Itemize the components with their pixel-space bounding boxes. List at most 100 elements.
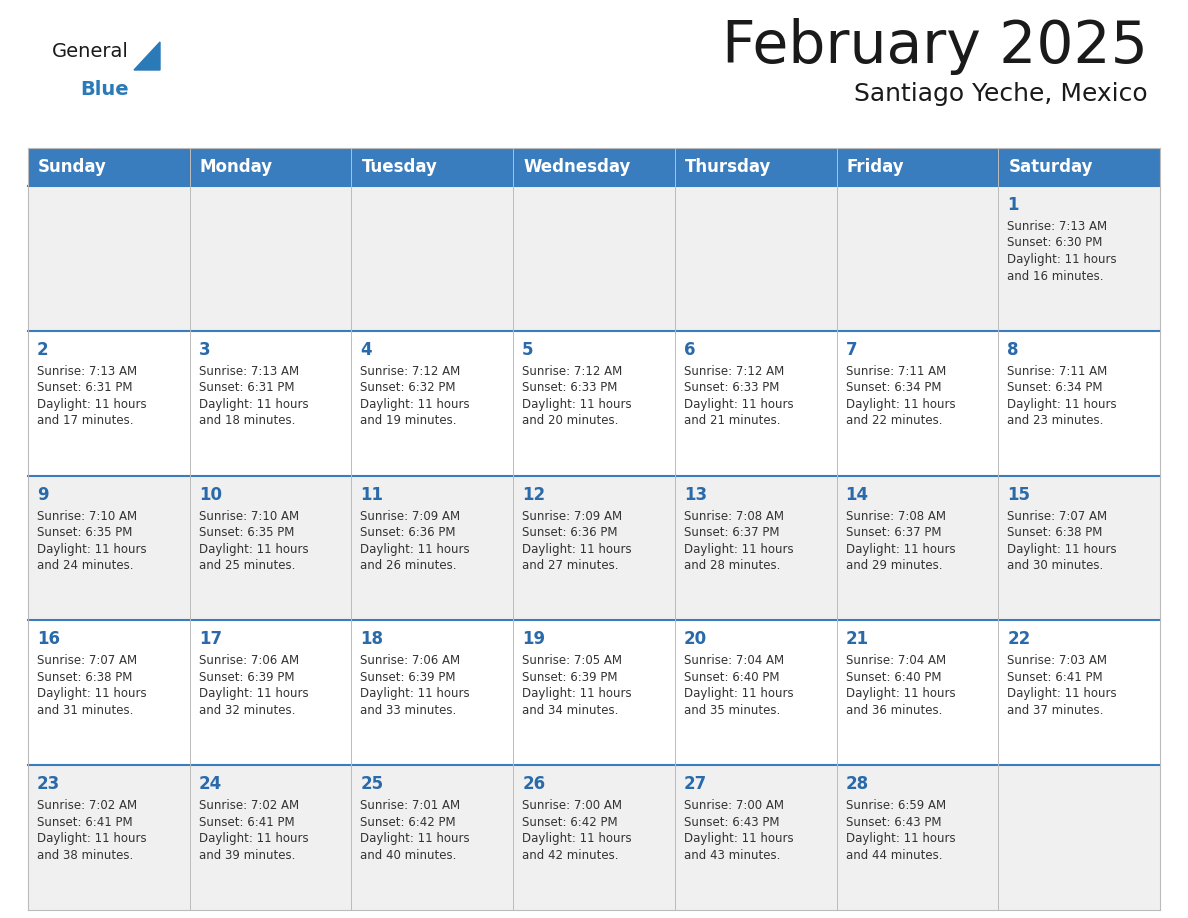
Text: Sunrise: 7:08 AM: Sunrise: 7:08 AM — [846, 509, 946, 522]
Text: Daylight: 11 hours: Daylight: 11 hours — [523, 543, 632, 555]
Text: and 42 minutes.: and 42 minutes. — [523, 849, 619, 862]
Text: Sunrise: 7:06 AM: Sunrise: 7:06 AM — [360, 655, 461, 667]
Text: and 24 minutes.: and 24 minutes. — [37, 559, 133, 572]
Text: and 21 minutes.: and 21 minutes. — [684, 414, 781, 427]
Text: Daylight: 11 hours: Daylight: 11 hours — [684, 397, 794, 410]
Text: Daylight: 11 hours: Daylight: 11 hours — [198, 688, 309, 700]
Text: 20: 20 — [684, 631, 707, 648]
Text: Daylight: 11 hours: Daylight: 11 hours — [523, 833, 632, 845]
Text: 5: 5 — [523, 341, 533, 359]
Text: Daylight: 11 hours: Daylight: 11 hours — [37, 833, 146, 845]
Text: and 20 minutes.: and 20 minutes. — [523, 414, 619, 427]
Text: and 40 minutes.: and 40 minutes. — [360, 849, 457, 862]
Text: and 23 minutes.: and 23 minutes. — [1007, 414, 1104, 427]
Text: Sunrise: 7:01 AM: Sunrise: 7:01 AM — [360, 800, 461, 812]
Text: Sunrise: 7:12 AM: Sunrise: 7:12 AM — [523, 364, 623, 378]
Text: Sunrise: 7:00 AM: Sunrise: 7:00 AM — [684, 800, 784, 812]
Text: 4: 4 — [360, 341, 372, 359]
Text: and 16 minutes.: and 16 minutes. — [1007, 270, 1104, 283]
Text: Sunset: 6:42 PM: Sunset: 6:42 PM — [360, 816, 456, 829]
Text: Daylight: 11 hours: Daylight: 11 hours — [37, 397, 146, 410]
Text: 21: 21 — [846, 631, 868, 648]
Text: Sunset: 6:38 PM: Sunset: 6:38 PM — [37, 671, 132, 684]
Text: and 44 minutes.: and 44 minutes. — [846, 849, 942, 862]
Text: Sunrise: 7:02 AM: Sunrise: 7:02 AM — [37, 800, 137, 812]
Text: Sunset: 6:37 PM: Sunset: 6:37 PM — [846, 526, 941, 539]
Text: Sunset: 6:36 PM: Sunset: 6:36 PM — [360, 526, 456, 539]
Text: 1: 1 — [1007, 196, 1019, 214]
Polygon shape — [134, 42, 160, 70]
Text: Sunset: 6:40 PM: Sunset: 6:40 PM — [846, 671, 941, 684]
Text: Daylight: 11 hours: Daylight: 11 hours — [846, 688, 955, 700]
Text: 24: 24 — [198, 775, 222, 793]
Text: Daylight: 11 hours: Daylight: 11 hours — [360, 397, 470, 410]
Text: and 28 minutes.: and 28 minutes. — [684, 559, 781, 572]
Text: Sunrise: 7:03 AM: Sunrise: 7:03 AM — [1007, 655, 1107, 667]
Text: Daylight: 11 hours: Daylight: 11 hours — [198, 833, 309, 845]
Text: Daylight: 11 hours: Daylight: 11 hours — [684, 833, 794, 845]
Text: 11: 11 — [360, 486, 384, 504]
Bar — [29, 148, 1159, 186]
Text: Sunset: 6:34 PM: Sunset: 6:34 PM — [846, 381, 941, 395]
Text: Daylight: 11 hours: Daylight: 11 hours — [1007, 397, 1117, 410]
Text: Sunrise: 7:10 AM: Sunrise: 7:10 AM — [37, 509, 137, 522]
Text: Sunset: 6:36 PM: Sunset: 6:36 PM — [523, 526, 618, 539]
Text: and 35 minutes.: and 35 minutes. — [684, 704, 781, 717]
Text: 9: 9 — [37, 486, 49, 504]
Text: Sunrise: 7:10 AM: Sunrise: 7:10 AM — [198, 509, 299, 522]
Text: Sunrise: 7:09 AM: Sunrise: 7:09 AM — [360, 509, 461, 522]
Text: and 26 minutes.: and 26 minutes. — [360, 559, 457, 572]
Text: 8: 8 — [1007, 341, 1019, 359]
Text: Tuesday: Tuesday — [361, 158, 437, 176]
Text: Wednesday: Wednesday — [523, 158, 631, 176]
Text: Sunset: 6:39 PM: Sunset: 6:39 PM — [198, 671, 295, 684]
Text: Sunrise: 7:08 AM: Sunrise: 7:08 AM — [684, 509, 784, 522]
Text: Sunrise: 7:04 AM: Sunrise: 7:04 AM — [684, 655, 784, 667]
Text: 13: 13 — [684, 486, 707, 504]
Text: Daylight: 11 hours: Daylight: 11 hours — [684, 688, 794, 700]
Text: 15: 15 — [1007, 486, 1030, 504]
Text: 19: 19 — [523, 631, 545, 648]
Text: Daylight: 11 hours: Daylight: 11 hours — [198, 543, 309, 555]
Text: Santiago Yeche, Mexico: Santiago Yeche, Mexico — [854, 82, 1148, 106]
Text: Sunrise: 7:09 AM: Sunrise: 7:09 AM — [523, 509, 623, 522]
Text: Daylight: 11 hours: Daylight: 11 hours — [846, 397, 955, 410]
Text: and 33 minutes.: and 33 minutes. — [360, 704, 456, 717]
Text: 18: 18 — [360, 631, 384, 648]
Text: Sunset: 6:35 PM: Sunset: 6:35 PM — [37, 526, 132, 539]
Text: 10: 10 — [198, 486, 222, 504]
Text: Sunset: 6:32 PM: Sunset: 6:32 PM — [360, 381, 456, 395]
Text: Sunrise: 7:11 AM: Sunrise: 7:11 AM — [1007, 364, 1107, 378]
Text: Daylight: 11 hours: Daylight: 11 hours — [360, 688, 470, 700]
Text: Sunset: 6:31 PM: Sunset: 6:31 PM — [198, 381, 295, 395]
Text: Sunrise: 7:11 AM: Sunrise: 7:11 AM — [846, 364, 946, 378]
Text: and 29 minutes.: and 29 minutes. — [846, 559, 942, 572]
Text: Sunrise: 7:13 AM: Sunrise: 7:13 AM — [198, 364, 299, 378]
Text: Sunrise: 7:12 AM: Sunrise: 7:12 AM — [360, 364, 461, 378]
Text: Daylight: 11 hours: Daylight: 11 hours — [1007, 688, 1117, 700]
Text: Sunrise: 7:06 AM: Sunrise: 7:06 AM — [198, 655, 299, 667]
Text: 17: 17 — [198, 631, 222, 648]
Text: 12: 12 — [523, 486, 545, 504]
Text: Sunrise: 7:04 AM: Sunrise: 7:04 AM — [846, 655, 946, 667]
Text: Sunrise: 7:13 AM: Sunrise: 7:13 AM — [1007, 220, 1107, 233]
Text: Blue: Blue — [80, 80, 128, 99]
Text: Daylight: 11 hours: Daylight: 11 hours — [360, 833, 470, 845]
Text: Sunrise: 7:02 AM: Sunrise: 7:02 AM — [198, 800, 299, 812]
Text: 22: 22 — [1007, 631, 1030, 648]
Text: Friday: Friday — [847, 158, 904, 176]
Text: 2: 2 — [37, 341, 49, 359]
Text: Sunrise: 7:00 AM: Sunrise: 7:00 AM — [523, 800, 623, 812]
Text: 6: 6 — [684, 341, 695, 359]
Text: Sunrise: 7:07 AM: Sunrise: 7:07 AM — [37, 655, 137, 667]
Bar — [29, 186, 1159, 330]
Text: Sunset: 6:39 PM: Sunset: 6:39 PM — [360, 671, 456, 684]
Text: 7: 7 — [846, 341, 858, 359]
Bar — [29, 621, 1159, 766]
Text: 28: 28 — [846, 775, 868, 793]
Text: Daylight: 11 hours: Daylight: 11 hours — [1007, 253, 1117, 266]
Text: Sunrise: 6:59 AM: Sunrise: 6:59 AM — [846, 800, 946, 812]
Bar — [29, 476, 1159, 621]
Text: Daylight: 11 hours: Daylight: 11 hours — [846, 543, 955, 555]
Text: 23: 23 — [37, 775, 61, 793]
